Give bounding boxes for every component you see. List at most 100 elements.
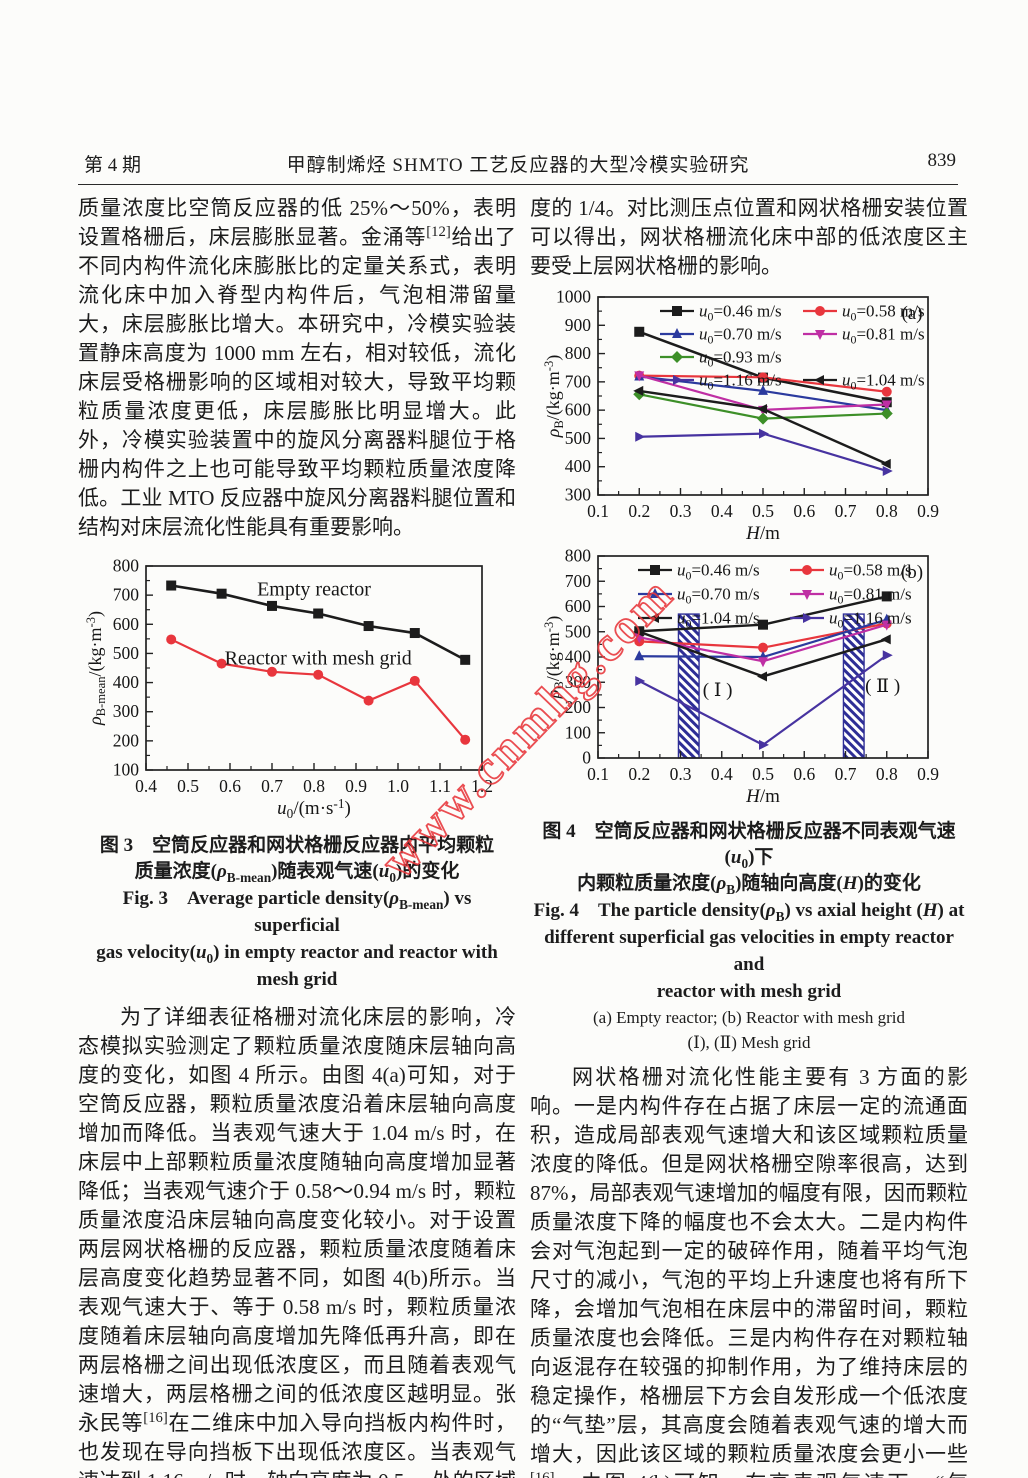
svg-text:0.2: 0.2: [628, 764, 650, 784]
svg-text:300: 300: [565, 485, 592, 505]
svg-text:0.8: 0.8: [876, 501, 898, 521]
svg-text:0.4: 0.4: [135, 776, 157, 796]
svg-text:0.5: 0.5: [177, 776, 199, 796]
svg-text:800: 800: [113, 556, 140, 576]
svg-text:0.4: 0.4: [711, 501, 733, 521]
figure-4b: 0.1 0.2 0.3 0.4 0.5 0.6 0.7 0.8 0.9 0 100 200 300 400…: [542, 546, 968, 815]
paragraph: 质量浓度比空筒反应器的低 25%～50%，表明设置格栅后，床层膨胀显著。金涌等[…: [78, 196, 517, 539]
svg-text:(a): (a): [901, 303, 922, 324]
svg-text:0.9: 0.9: [917, 501, 939, 521]
svg-text:u0=0.58 m/s: u0=0.58 m/s: [829, 561, 912, 583]
figure-3: 0.4 0.5 0.6 0.7 0.8 0.9 1.0 1.1 1.2 100 200 300 400 5…: [84, 554, 516, 827]
svg-text:( Ⅱ ): ( Ⅱ ): [865, 676, 900, 697]
svg-text:u0=0.93 m/s: u0=0.93 m/s: [699, 348, 782, 370]
svg-text:200: 200: [113, 730, 140, 750]
svg-text:ρB/(kg·m-3): ρB/(kg·m-3): [542, 616, 566, 700]
svg-text:400: 400: [113, 672, 140, 692]
caption-line: gas velocity(u0) in empty reactor and re…: [96, 942, 498, 990]
svg-text:800: 800: [565, 548, 592, 566]
fig3-chart: 0.4 0.5 0.6 0.7 0.8 0.9 1.0 1.1 1.2 100 200 300 400 5…: [84, 556, 493, 822]
caption-line: reactor with mesh grid: [656, 981, 842, 1002]
svg-text:Empty reactor: Empty reactor: [257, 578, 371, 600]
fig4b-chart: 0.1 0.2 0.3 0.4 0.5 0.6 0.7 0.8 0.9 0 100 200 300 400…: [542, 546, 939, 808]
svg-text:1000: 1000: [556, 289, 591, 307]
svg-text:900: 900: [565, 315, 592, 335]
caption-line: 图 3 空筒反应器和网状格栅反应器内平均颗粒: [99, 835, 495, 856]
caption-line: Fig. 4 The particle density(ρB) vs axial…: [533, 900, 965, 924]
caption-line: Fig. 3 Average particle density(ρB-mean)…: [122, 888, 472, 936]
svg-text:700: 700: [113, 585, 140, 605]
svg-text:0.6: 0.6: [793, 501, 815, 521]
right-column: 度的 1/4。对比测压点位置和网状格栅安装位置可以得出，网状格栅流化床中部的低浓…: [530, 194, 968, 1478]
caption-line: 质量浓度(ρB-mean)随表观气速(u0)的变化: [134, 861, 460, 885]
svg-text:500: 500: [565, 621, 592, 641]
svg-text:0.8: 0.8: [876, 764, 898, 784]
svg-text:0.4: 0.4: [711, 764, 733, 784]
svg-text:u0=1.16 m/s: u0=1.16 m/s: [829, 609, 912, 631]
svg-text:u0/(m·s-1): u0/(m·s-1): [277, 796, 351, 821]
svg-text:0.1: 0.1: [587, 501, 609, 521]
header-rule: [78, 184, 958, 185]
svg-text:0.7: 0.7: [835, 764, 857, 784]
svg-text:600: 600: [565, 596, 592, 616]
svg-text:800: 800: [565, 343, 592, 363]
svg-text:u0=0.46 m/s: u0=0.46 m/s: [699, 302, 782, 324]
svg-text:u0=1.04 m/s: u0=1.04 m/s: [842, 371, 925, 393]
svg-text:( Ⅰ ): ( Ⅰ ): [703, 680, 733, 701]
svg-text:H/m: H/m: [745, 786, 780, 807]
svg-text:1.0: 1.0: [387, 776, 409, 796]
svg-text:u0=1.16 m/s: u0=1.16 m/s: [699, 371, 782, 393]
svg-text:u0=0.81 m/s: u0=0.81 m/s: [842, 325, 925, 347]
svg-text:(b): (b): [901, 562, 923, 583]
svg-text:u0=0.58 m/s: u0=0.58 m/s: [842, 302, 925, 324]
caption-line: 图 4 空筒反应器和网状格栅反应器不同表观气速(u0)下: [542, 821, 956, 871]
svg-text:700: 700: [565, 571, 592, 591]
paper-title: 甲醇制烯烃 SHMTO 工艺反应器的大型冷模实验研究: [286, 155, 750, 176]
svg-text:500: 500: [565, 428, 592, 448]
svg-text:0.3: 0.3: [670, 764, 692, 784]
svg-text:0.6: 0.6: [793, 764, 815, 784]
svg-text:0.1: 0.1: [587, 764, 609, 784]
fig4a-chart: 0.1 0.2 0.3 0.4 0.5 0.6 0.7 0.8 0.9 300 400 500 600 7…: [542, 287, 939, 545]
svg-text:600: 600: [113, 614, 140, 634]
svg-text:0.9: 0.9: [917, 764, 939, 784]
page-header: 第 4 期 甲醇制烯烃 SHMTO 工艺反应器的大型冷模实验研究 839: [78, 150, 958, 177]
paragraph: 为了详细表征格栅对流化床层的影响，冷态模拟实验测定了颗粒质量浓度随床层轴向高度的…: [78, 1005, 517, 1478]
svg-text:700: 700: [565, 371, 592, 391]
svg-text:ρB/(kg·m-3): ρB/(kg·m-3): [542, 355, 566, 439]
svg-text:0.5: 0.5: [752, 764, 774, 784]
svg-text:0.7: 0.7: [835, 501, 857, 521]
svg-text:u0=0.46 m/s: u0=0.46 m/s: [677, 561, 760, 583]
svg-text:100: 100: [113, 760, 140, 780]
figure-3-caption: 图 3 空筒反应器和网状格栅反应器内平均颗粒 质量浓度(ρB-mean)随表观气…: [78, 833, 516, 993]
svg-text:500: 500: [113, 643, 140, 663]
svg-text:0.2: 0.2: [628, 501, 650, 521]
svg-text:0.3: 0.3: [670, 501, 692, 521]
svg-text:0.7: 0.7: [261, 776, 283, 796]
caption-line: (Ⅰ), (Ⅱ) Mesh grid: [687, 1033, 811, 1052]
svg-text:300: 300: [565, 672, 592, 692]
svg-text:u0=0.70 m/s: u0=0.70 m/s: [677, 585, 760, 607]
svg-text:u0=0.81 m/s: u0=0.81 m/s: [829, 585, 912, 607]
caption-line: different superficial gas velocities in …: [544, 927, 954, 975]
svg-text:1.1: 1.1: [429, 776, 451, 796]
left-column: 质量浓度比空筒反应器的低 25%～50%，表明设置格栅后，床层膨胀显著。金涌等[…: [78, 194, 516, 1478]
svg-text:0.6: 0.6: [219, 776, 241, 796]
svg-text:300: 300: [113, 701, 140, 721]
paragraph: 度的 1/4。对比测压点位置和网状格栅安装位置可以得出，网状格栅流化床中部的低浓…: [530, 196, 968, 278]
svg-text:400: 400: [565, 456, 592, 476]
issue-label: 第 4 期: [84, 155, 142, 176]
svg-text:0: 0: [582, 748, 591, 768]
svg-text:Reactor with mesh grid: Reactor with mesh grid: [225, 648, 412, 670]
caption-line: (a) Empty reactor; (b) Reactor with mesh…: [592, 1008, 906, 1027]
figure-4a: 0.1 0.2 0.3 0.4 0.5 0.6 0.7 0.8 0.9 300 400 500 600 7…: [542, 287, 968, 546]
svg-text:u0=0.70 m/s: u0=0.70 m/s: [699, 325, 782, 347]
svg-text:400: 400: [565, 647, 592, 667]
svg-text:0.9: 0.9: [345, 776, 367, 796]
caption-line: 内颗粒质量浓度(ρB)随轴向高度(H)的变化: [577, 873, 921, 897]
svg-text:ρB-mean/(kg·m-3): ρB-mean/(kg·m-3): [84, 611, 108, 726]
svg-text:100: 100: [565, 722, 592, 742]
svg-text:200: 200: [565, 697, 592, 717]
page-number: 839: [927, 150, 957, 171]
